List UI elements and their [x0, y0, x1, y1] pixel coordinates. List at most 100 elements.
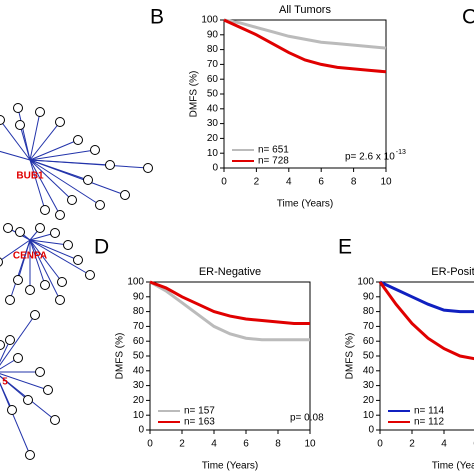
y-tick-label: 20	[363, 395, 375, 406]
x-tick-label: 2	[179, 439, 185, 450]
node	[15, 120, 25, 130]
panel-letter: E	[338, 236, 352, 259]
node	[43, 385, 53, 395]
x-tick-label: 4	[286, 177, 292, 188]
hub-label: 5	[2, 377, 8, 388]
y-tick-label: 70	[133, 321, 145, 332]
legend-label: n= 114	[414, 406, 445, 417]
y-tick-label: 60	[133, 336, 145, 347]
x-axis-label: Time (Years)	[202, 461, 259, 472]
node	[105, 160, 115, 170]
x-tick-label: 0	[377, 439, 383, 450]
legend-label: n= 651	[258, 145, 289, 156]
p-value: p= 0.08	[290, 413, 324, 424]
y-tick-label: 20	[133, 395, 145, 406]
node	[35, 223, 45, 233]
x-tick-label: 6	[243, 439, 249, 450]
y-tick-label: 50	[363, 351, 375, 362]
y-tick-label: 70	[363, 321, 375, 332]
hub-label: BUB1	[16, 171, 44, 182]
y-axis-label: DMFS (%)	[189, 71, 200, 118]
node	[3, 223, 13, 233]
y-tick-label: 10	[133, 410, 145, 421]
y-tick-label: 20	[207, 133, 219, 144]
panel-letter: B	[150, 6, 164, 29]
edge	[29, 159, 73, 201]
node	[85, 270, 95, 280]
y-tick-label: 0	[212, 163, 218, 174]
legend-label: n= 112	[414, 417, 445, 428]
node	[57, 277, 67, 287]
y-tick-label: 40	[363, 365, 375, 376]
y-tick-label: 90	[133, 291, 145, 302]
y-tick-label: 60	[363, 336, 375, 347]
node	[15, 227, 25, 237]
y-tick-label: 10	[363, 410, 375, 421]
edge	[29, 239, 69, 246]
y-tick-label: 0	[368, 425, 374, 436]
y-tick-label: 80	[363, 306, 375, 317]
survival-curve	[379, 280, 474, 314]
y-tick-label: 0	[138, 425, 144, 436]
x-axis-label: Time (Years)	[277, 199, 334, 210]
y-tick-label: 30	[363, 380, 375, 391]
node	[40, 280, 50, 290]
edge	[29, 159, 101, 206]
edge	[29, 111, 41, 161]
survival-curve	[149, 280, 310, 325]
x-tick-label: 0	[147, 439, 153, 450]
survival-curve	[149, 280, 310, 342]
edge	[29, 239, 91, 276]
node	[23, 395, 33, 405]
node	[50, 228, 60, 238]
node	[13, 103, 23, 113]
survival-curve	[223, 18, 387, 50]
node	[55, 295, 65, 305]
x-tick-label: 8	[275, 439, 281, 450]
edge	[0, 314, 36, 366]
legend-label: n= 163	[184, 417, 215, 428]
y-tick-label: 90	[363, 291, 375, 302]
node	[25, 450, 35, 460]
node	[25, 285, 35, 295]
y-tick-label: 90	[207, 29, 219, 40]
chart-title: All Tumors	[279, 4, 331, 16]
hub-label: CENPA	[13, 251, 47, 262]
node	[5, 335, 15, 345]
node	[40, 205, 50, 215]
edge	[29, 159, 46, 211]
y-tick-label: 40	[207, 103, 219, 114]
node	[0, 115, 5, 125]
chart-title: ER-Negative	[199, 266, 261, 278]
plot-frame	[223, 19, 387, 169]
edge	[29, 239, 46, 286]
node	[50, 415, 60, 425]
edge	[29, 159, 126, 196]
y-tick-label: 70	[207, 59, 219, 70]
edge	[29, 239, 63, 283]
edge	[0, 150, 31, 161]
x-tick-label: 6	[318, 177, 324, 188]
panel-letter: C	[462, 6, 474, 29]
node	[5, 295, 15, 305]
edge	[0, 373, 49, 391]
edge	[29, 121, 61, 161]
node	[35, 367, 45, 377]
x-tick-label: 8	[351, 177, 357, 188]
survival-curve	[378, 281, 474, 361]
y-tick-label: 80	[207, 44, 219, 55]
x-tick-label: 2	[409, 439, 415, 450]
y-tick-label: 80	[133, 306, 145, 317]
x-tick-label: 10	[380, 177, 392, 188]
y-axis-label: DMFS (%)	[115, 333, 126, 380]
node	[73, 135, 83, 145]
node	[0, 340, 5, 350]
edge	[0, 339, 11, 363]
plot-frame	[149, 281, 311, 431]
panel-letter: D	[94, 236, 109, 259]
node	[7, 405, 17, 415]
edge	[29, 159, 149, 169]
y-tick-label: 30	[207, 118, 219, 129]
edge	[29, 239, 79, 261]
